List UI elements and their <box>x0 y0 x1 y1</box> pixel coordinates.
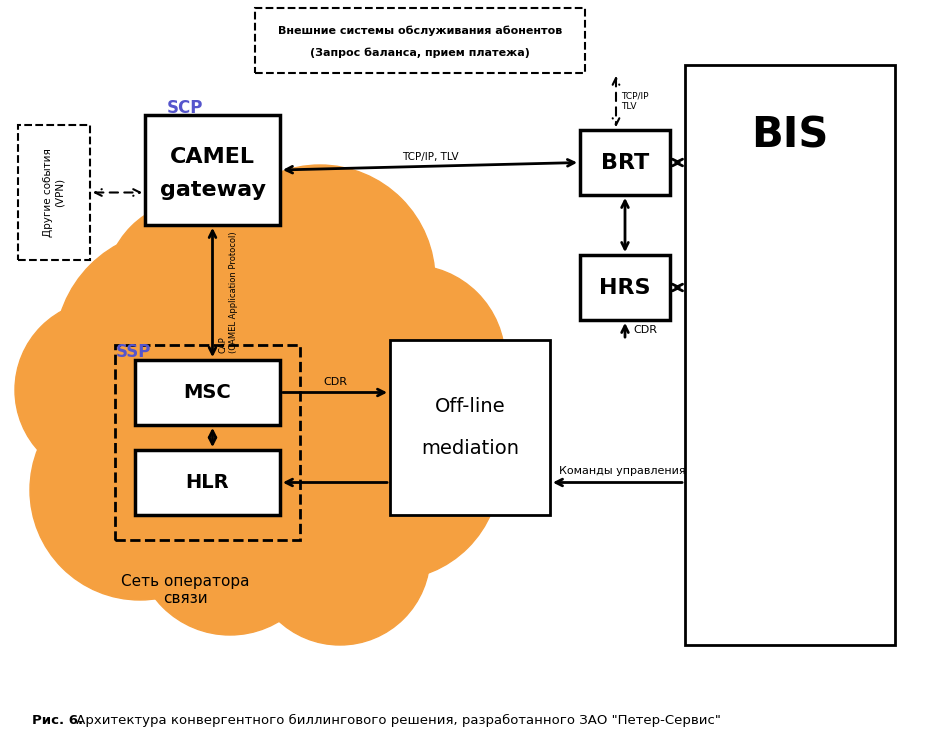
Circle shape <box>350 350 510 510</box>
Text: BRT: BRT <box>601 153 649 173</box>
FancyBboxPatch shape <box>18 125 90 260</box>
FancyBboxPatch shape <box>135 360 280 425</box>
Circle shape <box>250 465 430 645</box>
Circle shape <box>105 200 285 380</box>
FancyBboxPatch shape <box>145 115 280 225</box>
Text: MSC: MSC <box>184 383 231 402</box>
Text: Рис. 6.: Рис. 6. <box>32 714 84 726</box>
Circle shape <box>280 360 500 580</box>
Text: mediation: mediation <box>421 439 519 458</box>
Text: CAMEL: CAMEL <box>170 147 255 167</box>
Text: HLR: HLR <box>186 473 229 492</box>
Circle shape <box>55 230 295 470</box>
Circle shape <box>315 265 505 455</box>
Text: gateway: gateway <box>160 180 266 200</box>
Circle shape <box>50 320 250 520</box>
FancyBboxPatch shape <box>580 130 670 195</box>
Text: HRS: HRS <box>599 277 651 297</box>
Text: CAP
(CAMEL Application Protocol): CAP (CAMEL Application Protocol) <box>219 232 238 353</box>
Circle shape <box>165 225 375 435</box>
Text: SCP: SCP <box>167 99 203 117</box>
Text: Архитектура конвергентного биллингового решения, разработанного ЗАО "Петер-Серви: Архитектура конвергентного биллингового … <box>72 714 721 726</box>
FancyBboxPatch shape <box>135 450 280 515</box>
Circle shape <box>15 300 195 480</box>
Text: Внешние системы обслуживания абонентов: Внешние системы обслуживания абонентов <box>278 25 562 36</box>
Text: SSP: SSP <box>115 343 150 361</box>
Circle shape <box>135 445 325 635</box>
Circle shape <box>275 405 445 575</box>
Text: TCP/IP
TLV: TCP/IP TLV <box>621 92 649 111</box>
FancyBboxPatch shape <box>255 8 585 73</box>
FancyBboxPatch shape <box>390 340 550 515</box>
Text: TCP/IP, TLV: TCP/IP, TLV <box>402 152 458 162</box>
Circle shape <box>205 165 435 395</box>
Text: Команды управления: Команды управления <box>560 466 685 475</box>
FancyBboxPatch shape <box>685 65 895 645</box>
Text: (Запрос баланса, прием платежа): (Запрос баланса, прием платежа) <box>310 47 530 58</box>
Circle shape <box>95 235 465 605</box>
Text: Другие события
(VPN): Другие события (VPN) <box>43 148 65 237</box>
Text: BIS: BIS <box>751 114 829 156</box>
Text: Сеть оператора
связи: Сеть оператора связи <box>121 574 249 606</box>
Circle shape <box>30 380 250 600</box>
Text: CDR: CDR <box>633 325 657 335</box>
Circle shape <box>180 400 360 580</box>
Text: CDR: CDR <box>323 376 347 387</box>
FancyBboxPatch shape <box>580 255 670 320</box>
Text: Off-line: Off-line <box>435 397 505 416</box>
